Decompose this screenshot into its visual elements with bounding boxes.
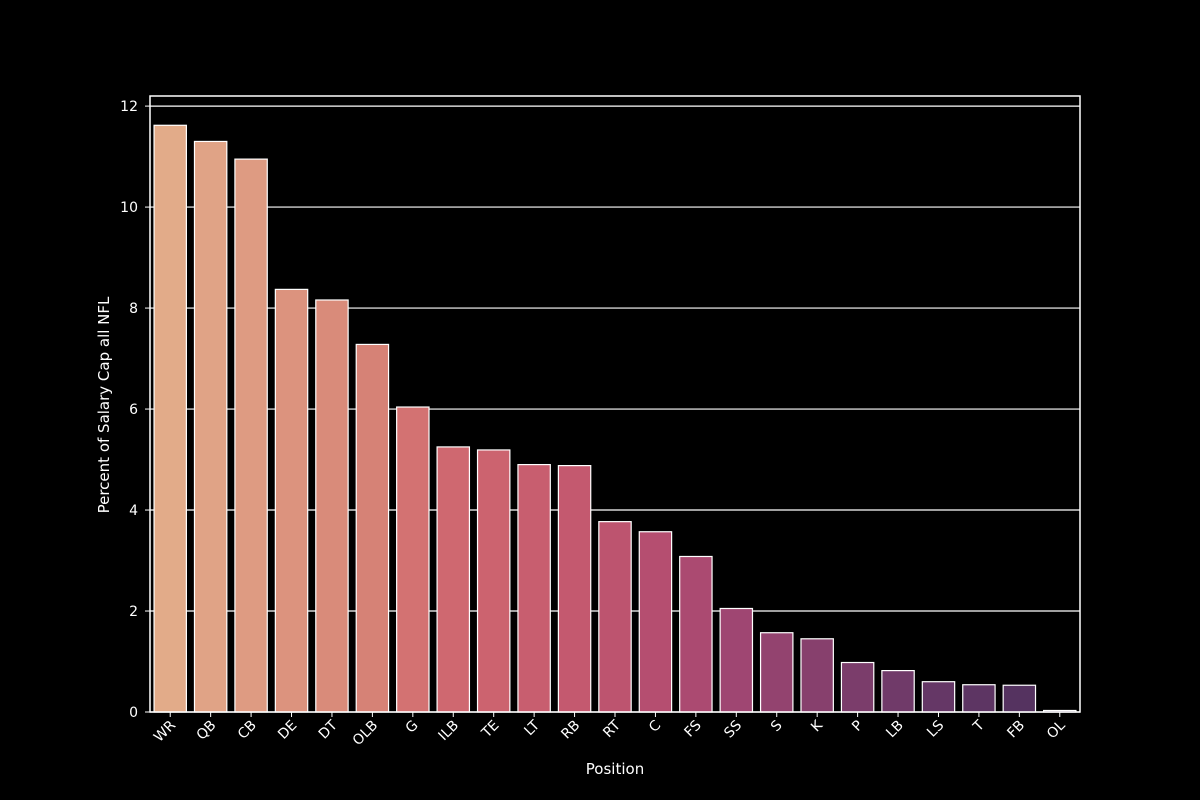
bar-olb — [355, 343, 390, 713]
bar-rb — [557, 465, 592, 713]
bar-te — [476, 449, 511, 713]
y-tick-label: 6 — [129, 402, 138, 418]
y-axis-ticks: 0 2 4 6 8 10 12 — [120, 99, 150, 721]
bar-k — [800, 638, 834, 713]
y-tick-label: 8 — [129, 301, 138, 317]
bar-lt — [517, 463, 551, 713]
bar-cb — [234, 158, 268, 713]
bar-ss — [719, 607, 754, 713]
y-tick-label: 2 — [129, 604, 138, 620]
bar-lb — [881, 669, 915, 713]
bar-ilb — [436, 446, 471, 713]
y-axis-label: Percent of Salary Cap all NFL — [95, 296, 113, 513]
bar-dt — [315, 299, 349, 713]
y-tick-label: 0 — [129, 705, 138, 721]
bar-c — [638, 531, 673, 713]
bar-de — [274, 288, 309, 713]
bar-s — [759, 632, 794, 713]
bar-fb — [1002, 684, 1037, 713]
y-tick-label: 10 — [120, 200, 138, 216]
bar-g — [396, 406, 430, 713]
bar-wr — [153, 124, 187, 713]
y-tick-label: 4 — [129, 503, 138, 519]
bar-p — [840, 661, 875, 713]
bar-t — [962, 684, 996, 713]
x-axis-label: Position — [586, 760, 644, 778]
bar-qb — [193, 140, 228, 713]
bar-ls — [921, 681, 956, 713]
bar-rt — [598, 521, 632, 713]
bar-fs — [679, 555, 713, 713]
y-tick-label: 12 — [120, 99, 138, 115]
